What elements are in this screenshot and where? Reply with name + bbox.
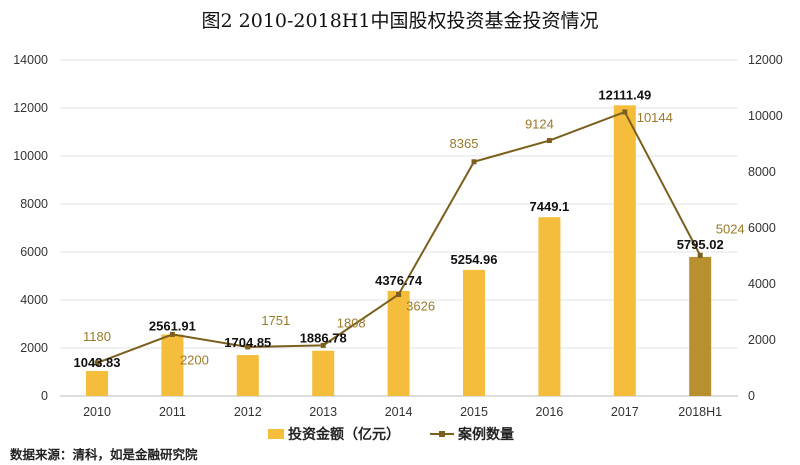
chart-title: 图2 2010-2018H1中国股权投资基金投资情况 (201, 10, 599, 32)
right-axis-tick: 4000 (748, 277, 776, 291)
line-point (169, 331, 175, 337)
line-point (396, 291, 402, 297)
bar (538, 217, 561, 396)
bar-value-label: 1704.85 (224, 335, 271, 350)
line-value-label: 5024 (716, 221, 745, 236)
right-axis-tick: 2000 (748, 333, 776, 347)
line-point (697, 252, 703, 258)
x-axis-tick: 2018H1 (678, 405, 722, 419)
left-axis-tick: 8000 (20, 197, 48, 211)
bar-value-label: 1043.83 (74, 355, 121, 370)
bar (236, 355, 259, 396)
bar-value-label: 7449.1 (530, 199, 570, 214)
legend-line-swatch (430, 431, 454, 437)
x-axis-tick: 2011 (159, 405, 186, 419)
line-value-label: 1180 (83, 329, 111, 344)
left-axis-tick: 6000 (20, 245, 48, 259)
line-value-label: 8365 (450, 136, 479, 151)
line-point (546, 138, 552, 144)
line-value-label: 1751 (261, 313, 290, 328)
line-point (94, 360, 100, 366)
x-axis-tick: 2015 (460, 405, 488, 419)
bar (689, 256, 712, 396)
bar (613, 105, 636, 396)
source-note: 数据来源：清科，如是金融研究院 (10, 447, 198, 462)
x-axis-tick: 2017 (611, 405, 639, 419)
legend-line-label: 案例数量 (458, 427, 514, 443)
x-axis-tick: 2014 (385, 405, 413, 419)
left-axis-tick: 0 (41, 389, 48, 403)
left-axis-tick: 14000 (13, 53, 48, 67)
x-axis-tick: 2010 (83, 405, 111, 419)
left-axis-tick: 12000 (13, 101, 48, 115)
line-value-label: 3626 (406, 298, 435, 313)
bar-value-label: 5795.02 (677, 237, 724, 252)
legend-bar-swatch (268, 429, 284, 439)
right-axis-tick: 8000 (748, 165, 776, 179)
left-axis-tick: 2000 (20, 341, 48, 355)
bar-value-label: 4376.74 (375, 273, 423, 288)
left-axis-tick: 4000 (20, 293, 48, 307)
line-value-label: 9124 (525, 117, 554, 132)
line-value-label: 10144 (637, 110, 673, 125)
line-point (320, 342, 326, 348)
x-axis-tick: 2013 (309, 405, 337, 419)
line-value-label: 2200 (180, 352, 209, 367)
line-point (622, 109, 628, 115)
bar (463, 269, 485, 396)
bar-value-label: 1886.78 (300, 331, 347, 346)
bar-value-label: 5254.96 (451, 252, 498, 267)
line-point (471, 159, 477, 165)
bar-value-label: 12111.49 (598, 87, 651, 102)
right-axis-tick: 6000 (748, 221, 776, 235)
x-axis-tick: 2016 (535, 405, 563, 419)
bar (312, 350, 335, 396)
right-axis-tick: 10000 (748, 109, 783, 123)
x-axis-tick: 2012 (234, 405, 262, 419)
legend: 投资金额（亿元） 案例数量 (268, 424, 514, 444)
line-point (245, 344, 251, 350)
line-value-label: 1808 (337, 315, 366, 330)
bar (387, 290, 410, 396)
left-axis-tick: 10000 (13, 149, 48, 163)
right-axis-tick: 12000 (748, 53, 783, 67)
bar (161, 334, 184, 396)
right-axis-tick: 0 (748, 389, 755, 403)
legend-bar-label: 投资金额（亿元） (288, 427, 400, 443)
bar-value-label: 2561.91 (149, 319, 196, 334)
bar (86, 370, 108, 396)
